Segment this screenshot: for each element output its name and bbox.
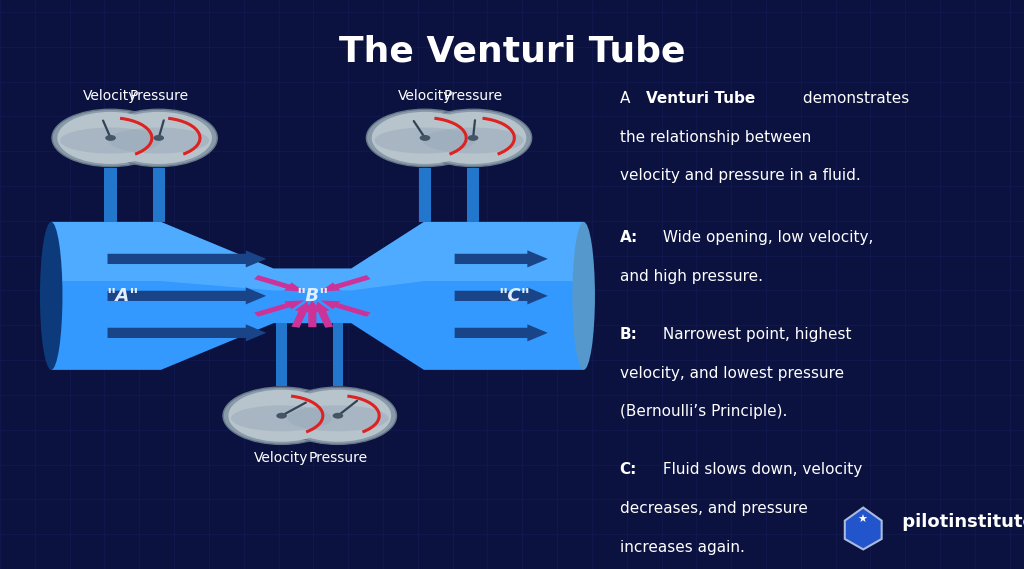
Text: Pressure: Pressure xyxy=(129,89,188,103)
Ellipse shape xyxy=(52,109,169,167)
FancyArrow shape xyxy=(455,287,548,304)
FancyArrow shape xyxy=(455,250,548,267)
Text: "C": "C" xyxy=(498,287,530,305)
Text: "B": "B" xyxy=(296,287,329,305)
Ellipse shape xyxy=(105,112,212,164)
FancyArrow shape xyxy=(321,275,371,291)
Ellipse shape xyxy=(109,127,209,154)
Text: Wide opening, low velocity,: Wide opening, low velocity, xyxy=(658,230,873,245)
FancyArrow shape xyxy=(314,302,333,328)
Text: B:: B: xyxy=(620,327,637,342)
Ellipse shape xyxy=(60,127,161,154)
FancyArrow shape xyxy=(254,300,304,317)
Text: increases again.: increases again. xyxy=(620,540,744,555)
Polygon shape xyxy=(51,278,584,370)
Circle shape xyxy=(276,413,287,419)
Text: Narrowest point, highest: Narrowest point, highest xyxy=(658,327,852,342)
Text: Velocity: Velocity xyxy=(397,89,453,103)
Ellipse shape xyxy=(423,127,523,154)
FancyArrow shape xyxy=(455,324,548,341)
Text: Fluid slows down, velocity: Fluid slows down, velocity xyxy=(658,463,862,477)
Text: decreases, and pressure: decreases, and pressure xyxy=(620,501,807,516)
Text: Venturi Tube: Venturi Tube xyxy=(646,91,756,106)
Ellipse shape xyxy=(572,222,595,370)
Text: the relationship between: the relationship between xyxy=(620,130,811,145)
FancyArrow shape xyxy=(304,300,321,327)
Text: C:: C: xyxy=(620,463,637,477)
Ellipse shape xyxy=(57,112,164,164)
Ellipse shape xyxy=(415,109,531,167)
Ellipse shape xyxy=(231,405,332,431)
Text: Pressure: Pressure xyxy=(308,451,368,465)
Ellipse shape xyxy=(100,109,217,167)
Polygon shape xyxy=(845,508,882,550)
Circle shape xyxy=(468,135,478,141)
Text: velocity, and lowest pressure: velocity, and lowest pressure xyxy=(620,366,844,381)
FancyArrow shape xyxy=(254,275,304,291)
FancyArrow shape xyxy=(292,302,310,328)
Text: A:: A: xyxy=(620,230,638,245)
Text: pilotinstitute: pilotinstitute xyxy=(896,513,1024,531)
Text: demonstrates: demonstrates xyxy=(798,91,909,106)
Ellipse shape xyxy=(288,405,388,431)
Text: and high pressure.: and high pressure. xyxy=(620,269,763,284)
Text: (Bernoulli’s Principle).: (Bernoulli’s Principle). xyxy=(620,405,786,419)
Text: Pressure: Pressure xyxy=(443,89,503,103)
Bar xyxy=(419,168,431,222)
Text: The Venturi Tube: The Venturi Tube xyxy=(339,34,685,68)
Ellipse shape xyxy=(223,387,340,444)
Bar xyxy=(467,168,479,222)
Bar xyxy=(104,168,117,222)
Text: Velocity: Velocity xyxy=(83,89,138,103)
Ellipse shape xyxy=(420,112,526,164)
Ellipse shape xyxy=(375,127,475,154)
Ellipse shape xyxy=(40,222,62,370)
FancyArrow shape xyxy=(108,324,266,341)
Bar xyxy=(276,323,287,386)
Bar xyxy=(333,323,343,386)
FancyArrow shape xyxy=(321,300,371,317)
Text: A: A xyxy=(620,91,635,106)
Ellipse shape xyxy=(228,390,335,442)
Text: velocity and pressure in a fluid.: velocity and pressure in a fluid. xyxy=(620,168,860,183)
FancyArrow shape xyxy=(108,287,266,304)
Circle shape xyxy=(420,135,430,141)
Polygon shape xyxy=(51,222,584,290)
Ellipse shape xyxy=(372,112,478,164)
Text: "A": "A" xyxy=(106,287,139,305)
Circle shape xyxy=(154,135,164,141)
Circle shape xyxy=(105,135,116,141)
Ellipse shape xyxy=(285,390,391,442)
Text: Velocity: Velocity xyxy=(254,451,309,465)
Polygon shape xyxy=(51,222,584,370)
Ellipse shape xyxy=(367,109,483,167)
Circle shape xyxy=(333,413,343,419)
FancyArrow shape xyxy=(108,250,266,267)
Bar xyxy=(153,168,165,222)
Ellipse shape xyxy=(280,387,396,444)
Text: ★: ★ xyxy=(857,514,867,525)
